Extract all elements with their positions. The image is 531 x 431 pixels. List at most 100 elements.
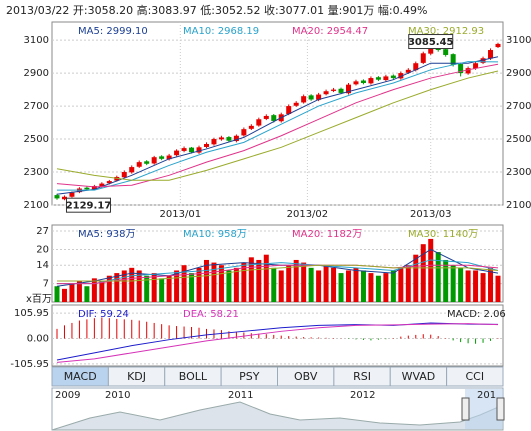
volume-bar <box>278 270 284 302</box>
volume-bar <box>405 265 411 302</box>
navigator-handle[interactable] <box>461 397 470 421</box>
volume-bar <box>189 273 195 302</box>
y-tick-label: 2700 <box>24 101 49 112</box>
volume-bar <box>106 275 112 302</box>
candle-body <box>189 147 195 153</box>
volume-bar <box>420 244 426 302</box>
y-tick-label: -105.95 <box>10 359 49 370</box>
y-tick-label: 2500 <box>506 134 531 145</box>
volume-bar <box>360 270 366 302</box>
volume-bar <box>331 267 337 302</box>
price-label-box <box>408 34 454 50</box>
candle-body <box>226 137 232 141</box>
legend-entry: MA5: 2999.10 <box>78 26 148 37</box>
volume-bar <box>226 270 232 302</box>
candle-body <box>316 94 322 100</box>
candle-body <box>458 64 464 74</box>
candle-body <box>360 80 366 83</box>
candle-body <box>181 148 187 151</box>
navigator-handle[interactable] <box>496 397 505 421</box>
unit-label: x百万 <box>26 293 52 305</box>
volume-bar <box>443 259 449 302</box>
volume-bar <box>338 273 344 302</box>
ma-line <box>57 259 499 285</box>
volume-bar <box>136 270 142 302</box>
candle-body <box>405 69 411 73</box>
candle-body <box>166 155 172 160</box>
volume-bar <box>54 286 60 302</box>
tab-label[interactable]: PSY <box>239 370 260 383</box>
volume-bar <box>383 273 389 302</box>
tab-label[interactable]: BOLL <box>179 370 208 383</box>
candle-body <box>473 63 479 69</box>
tab-label[interactable]: OBV <box>294 370 318 383</box>
tab-label[interactable]: RSI <box>353 370 371 383</box>
tab-label[interactable]: KDJ <box>127 370 146 383</box>
candle-body <box>144 161 150 164</box>
legend-entry: MA20: 2954.47 <box>292 26 368 37</box>
ma-line <box>56 56 499 195</box>
volume-bar <box>121 270 127 302</box>
candle-body <box>488 50 494 59</box>
candle-body <box>398 73 404 79</box>
volume-bar <box>114 273 120 302</box>
legend-entry: DIF: 59.24 <box>78 309 129 320</box>
legend-entry: MA20: 1182万 <box>292 229 362 240</box>
y-tick-label: 14 <box>36 260 49 271</box>
y-tick-label: 3100 <box>24 35 49 46</box>
volume-bar <box>316 270 322 302</box>
volume-bar <box>144 275 150 302</box>
panel <box>51 21 504 206</box>
candle-body <box>308 95 314 100</box>
candle-body <box>368 78 374 84</box>
y-tick-label: 2100 <box>506 200 531 211</box>
candle-body <box>390 75 396 79</box>
panel <box>51 224 504 303</box>
y-tick-label: 2500 <box>24 134 49 145</box>
ma-line <box>56 323 499 363</box>
legend-entry: MA30: 2912.93 <box>408 26 484 37</box>
volume-bar <box>181 265 187 302</box>
candle-body <box>241 129 247 136</box>
candle-body <box>323 91 329 95</box>
candle-body <box>69 192 75 197</box>
volume-bar <box>375 275 381 302</box>
volume-bar <box>488 267 494 302</box>
candle-body <box>174 150 180 156</box>
volume-bar <box>99 280 105 302</box>
y-tick-label: 2300 <box>24 167 49 178</box>
price-label: 2129.17 <box>66 201 112 212</box>
tab-label[interactable]: WVAD <box>402 370 436 383</box>
candle-body <box>286 106 292 114</box>
volume-bar <box>413 254 419 302</box>
candle-body <box>263 115 269 119</box>
candle-body <box>248 125 254 129</box>
candle-body <box>54 195 60 199</box>
x-tick-label: 2013/01 <box>160 209 202 220</box>
tab-label[interactable]: CCI <box>466 370 485 383</box>
volume-bar <box>211 262 217 302</box>
volume-bar <box>166 275 172 302</box>
volume-bar <box>308 267 314 302</box>
candle-body <box>106 181 112 184</box>
candle-body <box>256 119 262 126</box>
volume-bar <box>495 275 501 302</box>
volume-bar <box>458 267 464 302</box>
tab[interactable] <box>446 366 504 387</box>
y-tick-label: 2900 <box>506 68 531 79</box>
y-tick-label: 7 <box>43 279 49 290</box>
volume-bar <box>473 270 479 302</box>
volume-bar <box>91 278 97 302</box>
tab-label[interactable]: MACD <box>64 370 97 383</box>
volume-bar <box>196 267 202 302</box>
x-tick-label: 2013/02 <box>287 209 329 220</box>
y-tick-label: 2900 <box>24 68 49 79</box>
volume-bar <box>203 259 209 302</box>
volume-bar <box>248 257 254 302</box>
volume-bar <box>233 267 239 302</box>
candle-body <box>331 89 337 91</box>
candle-body <box>196 147 202 153</box>
candle-body <box>271 115 277 121</box>
navigator-year: 201 <box>477 390 496 401</box>
